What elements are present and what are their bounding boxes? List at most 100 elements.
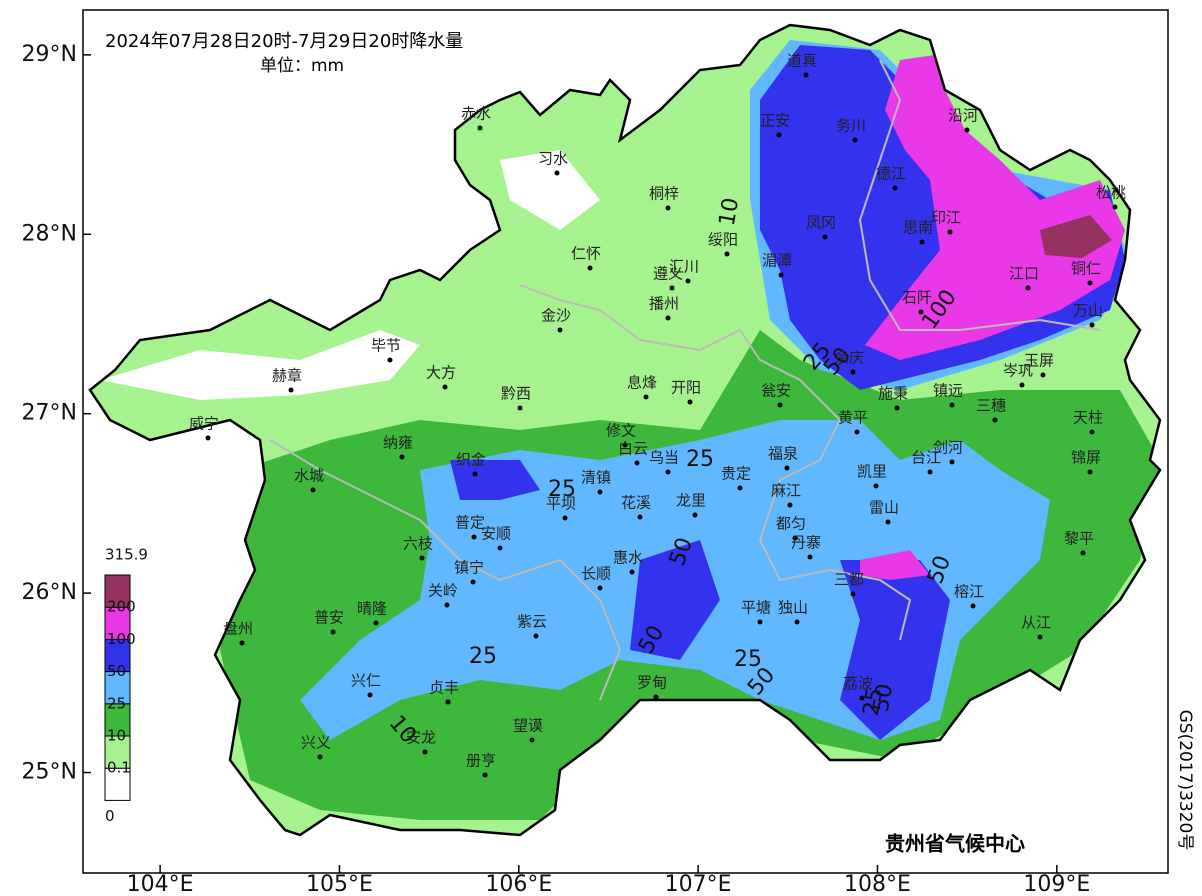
city-name: 罗甸 [637,674,667,692]
city-dot [442,384,448,390]
city-dot [669,285,675,291]
city-name: 纳雍 [383,434,413,452]
city-name: 汇川 [669,258,699,276]
legend-swatch [104,638,131,673]
city-dot [554,170,560,176]
city-dot [850,369,856,375]
city-name: 习水 [538,150,568,168]
city-dot [445,699,451,705]
city-dot [472,471,478,477]
city-dot [949,459,955,465]
city-dot [422,749,428,755]
city-name: 丹寨 [791,534,821,552]
y-tick-label: 28°N [22,221,77,246]
city-dot [557,327,563,333]
city-name: 江口 [1009,265,1039,283]
city-dot [653,694,659,700]
rain-area [840,560,950,740]
city-dot [724,251,730,257]
city-name: 龙里 [676,492,706,510]
city-name: 天柱 [1073,409,1103,427]
city-dot [822,234,828,240]
city-dot [894,405,900,411]
y-tick-label: 29°N [22,42,77,67]
city-name: 赤水 [461,105,491,123]
prefecture-border [269,439,622,701]
city-dot [792,535,798,541]
city-dot [1040,372,1046,378]
city-dot [685,278,691,284]
city-dot [1025,285,1031,291]
city-dot [737,485,743,491]
contour-label: 25 [859,686,888,718]
city-name: 道真 [787,52,817,70]
city-name: 松桃 [1096,184,1126,202]
city-dot [776,132,782,138]
city-name: 威宁 [189,415,219,433]
city-dot [892,185,898,191]
city-dot [587,265,593,271]
city-name: 沿河 [948,107,978,125]
rain-area [500,150,600,230]
city-name: 白云 [618,440,648,458]
city-dot [1087,469,1093,475]
city-dot [778,272,784,278]
city-dot [634,460,640,466]
x-tick-label: 108°E [844,872,911,896]
city-name: 印江 [931,209,961,227]
rain-area [630,540,720,660]
contour-label: 25 [548,477,576,502]
map-title: 2024年07月28日20时-7月29日20时降水量 [105,31,463,52]
city-dot [919,239,925,245]
city-dot [873,483,879,489]
city-name: 息烽 [627,374,657,392]
city-dot [777,402,783,408]
city-dot [477,125,483,131]
legend-label: 100 [107,630,136,648]
city-dot [471,534,477,540]
city-name: 玉屏 [1024,352,1054,370]
legend-label: 200 [107,598,136,616]
x-tick-label: 109°E [1023,872,1090,896]
city-name: 播州 [649,295,679,313]
legend-swatch [104,671,131,705]
city-dot [665,315,671,321]
city-name: 开阳 [671,379,701,397]
city-name: 黄平 [838,409,868,427]
city-dot [387,357,393,363]
city-dot [1087,280,1093,286]
city-name: 织金 [456,451,486,469]
city-name: 凯里 [857,463,887,481]
city-name: 思南 [903,219,933,237]
city-dot [1089,322,1095,328]
city-name: 安顺 [481,525,511,543]
y-tick-label: 27°N [22,401,77,426]
city-name: 石阡 [902,289,932,307]
city-name: 贵定 [721,465,751,483]
city-name: 铜仁 [1071,260,1101,278]
legend-swatch [104,735,131,769]
city-name: 三穗 [976,397,1006,415]
city-dot [665,469,671,475]
city-name: 关岭 [428,582,458,600]
legend-label: 50 [107,662,126,680]
unit-label: 单位：mm [260,56,344,76]
city-name: 剑河 [933,439,963,457]
city-dot [310,487,316,493]
city-name: 施秉 [878,385,908,403]
city-dot [373,620,379,626]
city-dot [239,640,245,646]
city-dot [367,692,373,698]
city-name: 清镇 [581,469,611,487]
city-dot [947,229,953,235]
city-dot [787,502,793,508]
city-name: 桐梓 [649,185,679,203]
city-dot [330,629,336,635]
city-dot [399,454,405,460]
city-dot [852,137,858,143]
city-name: 兴仁 [351,672,381,690]
contour-label: 25 [734,647,762,672]
city-name: 仁怀 [571,245,601,263]
legend-swatch [104,574,131,608]
prefecture-border [858,59,1101,331]
